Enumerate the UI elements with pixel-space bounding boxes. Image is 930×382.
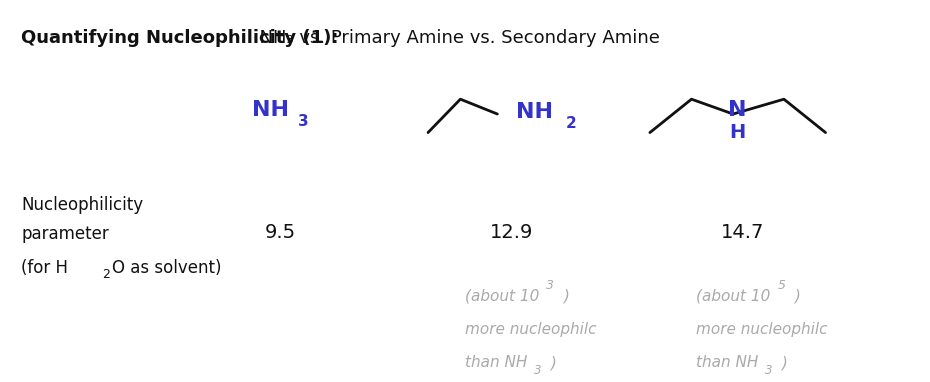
Text: ): ) bbox=[777, 355, 789, 370]
Text: 12.9: 12.9 bbox=[489, 223, 533, 242]
Text: 3: 3 bbox=[765, 364, 773, 377]
Text: parameter: parameter bbox=[21, 225, 109, 243]
Text: Quantifying Nucleophilicity (1):: Quantifying Nucleophilicity (1): bbox=[21, 29, 339, 47]
Text: 14.7: 14.7 bbox=[721, 223, 764, 242]
Text: 9.5: 9.5 bbox=[264, 223, 296, 242]
Text: 5: 5 bbox=[777, 279, 786, 292]
Text: more nucleophilc: more nucleophilc bbox=[697, 322, 828, 337]
Text: N: N bbox=[728, 100, 747, 120]
Text: than NH: than NH bbox=[697, 355, 759, 370]
Text: NH₃ vs. Primary Amine vs. Secondary Amine: NH₃ vs. Primary Amine vs. Secondary Amin… bbox=[247, 29, 659, 47]
Text: 2: 2 bbox=[101, 268, 110, 281]
Text: (about 10: (about 10 bbox=[465, 288, 539, 303]
Text: O as solvent): O as solvent) bbox=[112, 259, 221, 277]
Text: 3: 3 bbox=[546, 279, 554, 292]
Text: 2: 2 bbox=[566, 116, 577, 131]
Text: (for H: (for H bbox=[21, 259, 68, 277]
Text: ): ) bbox=[559, 288, 570, 303]
Text: ): ) bbox=[790, 288, 802, 303]
Text: ): ) bbox=[546, 355, 557, 370]
Text: than NH: than NH bbox=[465, 355, 527, 370]
Text: more nucleophilc: more nucleophilc bbox=[465, 322, 596, 337]
Text: NH: NH bbox=[516, 102, 552, 122]
Text: 3: 3 bbox=[535, 364, 542, 377]
Text: Nucleophilicity: Nucleophilicity bbox=[21, 196, 143, 214]
Text: 3: 3 bbox=[298, 114, 309, 129]
Text: H: H bbox=[730, 123, 746, 142]
Text: (about 10: (about 10 bbox=[697, 288, 770, 303]
Text: NH: NH bbox=[252, 100, 289, 120]
